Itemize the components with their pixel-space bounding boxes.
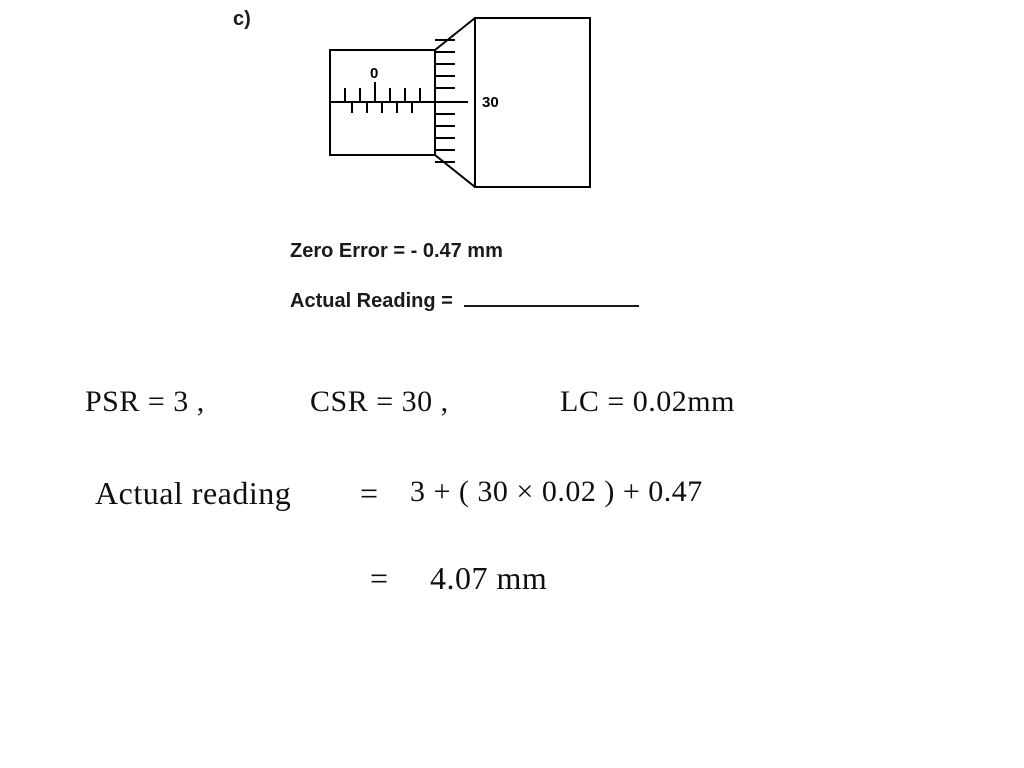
hand-eq-2: = <box>370 560 389 597</box>
hand-actual-reading-lhs: Actual reading <box>95 475 291 512</box>
hand-expr-rhs: 3 + ( 30 × 0.02 ) + 0.47 <box>410 475 703 509</box>
hand-eq-1: = <box>360 475 379 512</box>
question-label: c) <box>233 8 251 31</box>
hand-result: 4.07 mm <box>430 560 547 597</box>
hand-line-psr: PSR = 3 , <box>85 385 205 419</box>
actual-reading-prompt: Actual Reading = <box>290 290 639 313</box>
hand-line-lc: LC = 0.02mm <box>560 385 735 419</box>
actual-reading-label: Actual Reading = <box>290 290 453 312</box>
answer-blank-line <box>464 305 639 307</box>
worksheet-page: c) <box>0 0 1024 768</box>
zero-error-value: - 0.47 mm <box>411 240 503 262</box>
zero-error-line: Zero Error = - 0.47 mm <box>290 240 503 263</box>
main-scale-zero-label: 0 <box>370 65 378 82</box>
hand-line-csr: CSR = 30 , <box>310 385 449 419</box>
thimble-30-label: 30 <box>482 94 499 111</box>
micrometer-diagram: 0 30 <box>310 10 600 195</box>
zero-error-label: Zero Error = <box>290 240 405 262</box>
